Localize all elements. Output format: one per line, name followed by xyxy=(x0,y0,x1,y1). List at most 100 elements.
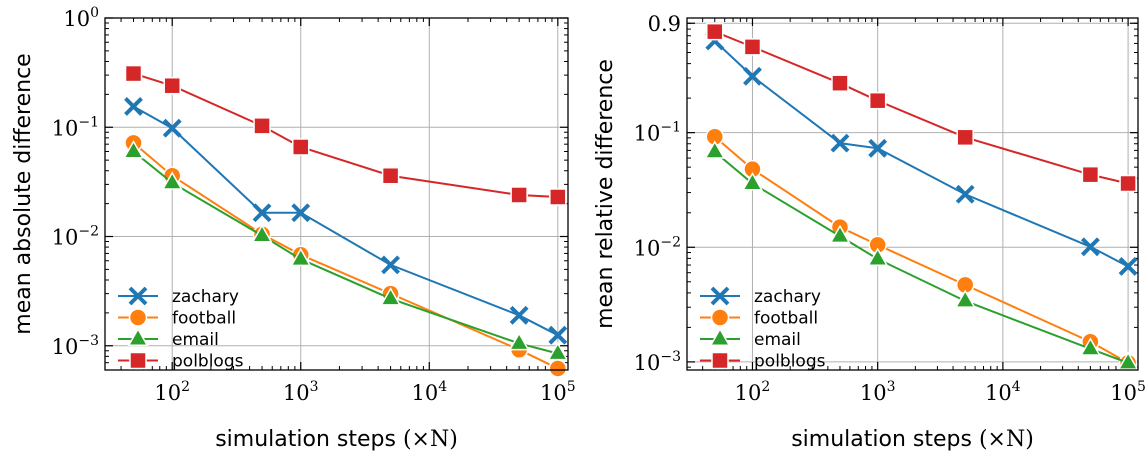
data-point-polblogs xyxy=(510,186,528,204)
y-tick-label: 10−1 xyxy=(52,114,99,140)
data-point-polblogs xyxy=(124,64,143,83)
data-point-polblogs xyxy=(163,76,181,95)
marker-stroke xyxy=(1080,237,1100,257)
data-point-zachary xyxy=(509,305,529,325)
data-point-email xyxy=(290,247,312,267)
legend-label: football xyxy=(172,309,236,329)
data-point-zachary xyxy=(548,325,568,345)
data-point-zachary xyxy=(955,184,975,204)
data-point-email xyxy=(123,139,145,159)
y-tick-label: 10−3 xyxy=(52,333,99,359)
marker-stroke xyxy=(128,286,148,306)
marker-stroke xyxy=(509,305,529,325)
y-tick-label: 10−2 xyxy=(52,224,99,250)
data-point-zachary xyxy=(743,66,762,86)
marker-stroke xyxy=(124,97,143,116)
data-point-email xyxy=(867,247,889,266)
legend-label: zachary xyxy=(754,287,821,307)
legend-marker xyxy=(127,327,149,346)
series-email xyxy=(704,140,1139,370)
y-tick-label: 0.9 xyxy=(648,12,681,36)
y-tick-label: 10−2 xyxy=(634,234,681,260)
legend-item-email: email xyxy=(118,327,219,350)
legend-label: polblogs xyxy=(172,352,244,372)
data-point-zachary xyxy=(124,97,143,116)
data-point-polblogs xyxy=(831,74,849,92)
data-point-polblogs xyxy=(706,22,724,41)
data-point-zachary xyxy=(291,203,311,223)
x-tick-label: 103 xyxy=(283,379,319,405)
marker-stroke xyxy=(955,184,975,204)
series-line-polblogs xyxy=(133,72,558,198)
data-point-email xyxy=(547,341,569,361)
data-point-football xyxy=(548,359,568,378)
y-tick-label: 10−3 xyxy=(634,349,681,375)
legend-marker xyxy=(710,286,730,306)
marker-stroke xyxy=(868,138,888,158)
legend-item-football: football xyxy=(118,308,236,329)
plot-frame xyxy=(686,17,1139,371)
data-point-zachary xyxy=(252,203,272,223)
x-tick-label: 104 xyxy=(985,379,1021,405)
marker-stroke xyxy=(381,255,401,275)
series-line-polblogs xyxy=(714,30,1129,185)
marker-stroke xyxy=(548,325,568,345)
chart-panel-1: 102 103 104 105 10−3 10−2 10−1 100 simulation st… xyxy=(11,5,576,452)
series-line-zachary xyxy=(714,40,1129,268)
legend-label: email xyxy=(172,330,219,350)
legend-label: email xyxy=(754,330,801,350)
legend-marker xyxy=(128,308,148,327)
marker-stroke xyxy=(1118,257,1138,276)
legend-marker xyxy=(709,327,731,346)
legend-label: football xyxy=(754,309,818,329)
data-point-email xyxy=(954,289,976,308)
chart-panel-2: 102 103 104 105 10−3 10−2 10−1 0.9 simulation st… xyxy=(593,12,1146,452)
legend-item-polblogs: polblogs xyxy=(118,352,244,372)
data-point-email xyxy=(829,224,851,244)
y-tick-label: 100 xyxy=(63,5,99,31)
marker-stroke xyxy=(830,133,850,153)
data-point-polblogs xyxy=(743,38,762,56)
plot-frame xyxy=(104,17,569,371)
series-email xyxy=(123,139,569,361)
data-point-polblogs xyxy=(253,117,271,135)
data-point-email xyxy=(508,331,530,351)
series-zachary xyxy=(705,31,1138,276)
legend-marker xyxy=(129,351,147,370)
legend-marker xyxy=(128,286,148,306)
marker-stroke xyxy=(710,286,730,306)
x-tick-label: 104 xyxy=(411,379,447,405)
data-point-polblogs xyxy=(291,138,310,156)
data-point-zachary xyxy=(868,138,888,158)
legend-item-football: football xyxy=(700,308,818,329)
data-point-zachary xyxy=(381,255,401,275)
legend-item-zachary: zachary xyxy=(118,286,239,307)
data-point-email xyxy=(1079,337,1101,356)
y-tick-label: 10−1 xyxy=(634,120,681,146)
data-point-zachary xyxy=(830,133,850,153)
data-point-polblogs xyxy=(1081,165,1100,184)
data-point-email xyxy=(380,287,402,306)
data-point-polblogs xyxy=(868,91,887,110)
legend-item-polblogs: polblogs xyxy=(700,352,826,372)
y-axis-label: mean relative difference xyxy=(593,59,618,329)
series-zachary xyxy=(124,97,568,345)
legend-label: zachary xyxy=(172,287,239,307)
legend-item-email: email xyxy=(700,327,801,350)
data-point-email xyxy=(251,224,273,243)
data-point-zachary xyxy=(162,118,182,138)
marker-stroke xyxy=(743,66,762,86)
marker-stroke xyxy=(162,118,182,138)
x-axis-label: simulation steps (×N) xyxy=(215,427,458,452)
legend-marker xyxy=(710,308,730,327)
x-tick-label: 102 xyxy=(735,379,771,405)
legend-label: polblogs xyxy=(754,352,826,372)
data-point-polblogs xyxy=(1119,174,1137,193)
y-axis-label: mean absolute difference xyxy=(11,53,36,334)
data-point-email xyxy=(161,171,183,190)
data-point-zachary xyxy=(1080,237,1100,257)
data-point-polblogs xyxy=(549,188,567,206)
